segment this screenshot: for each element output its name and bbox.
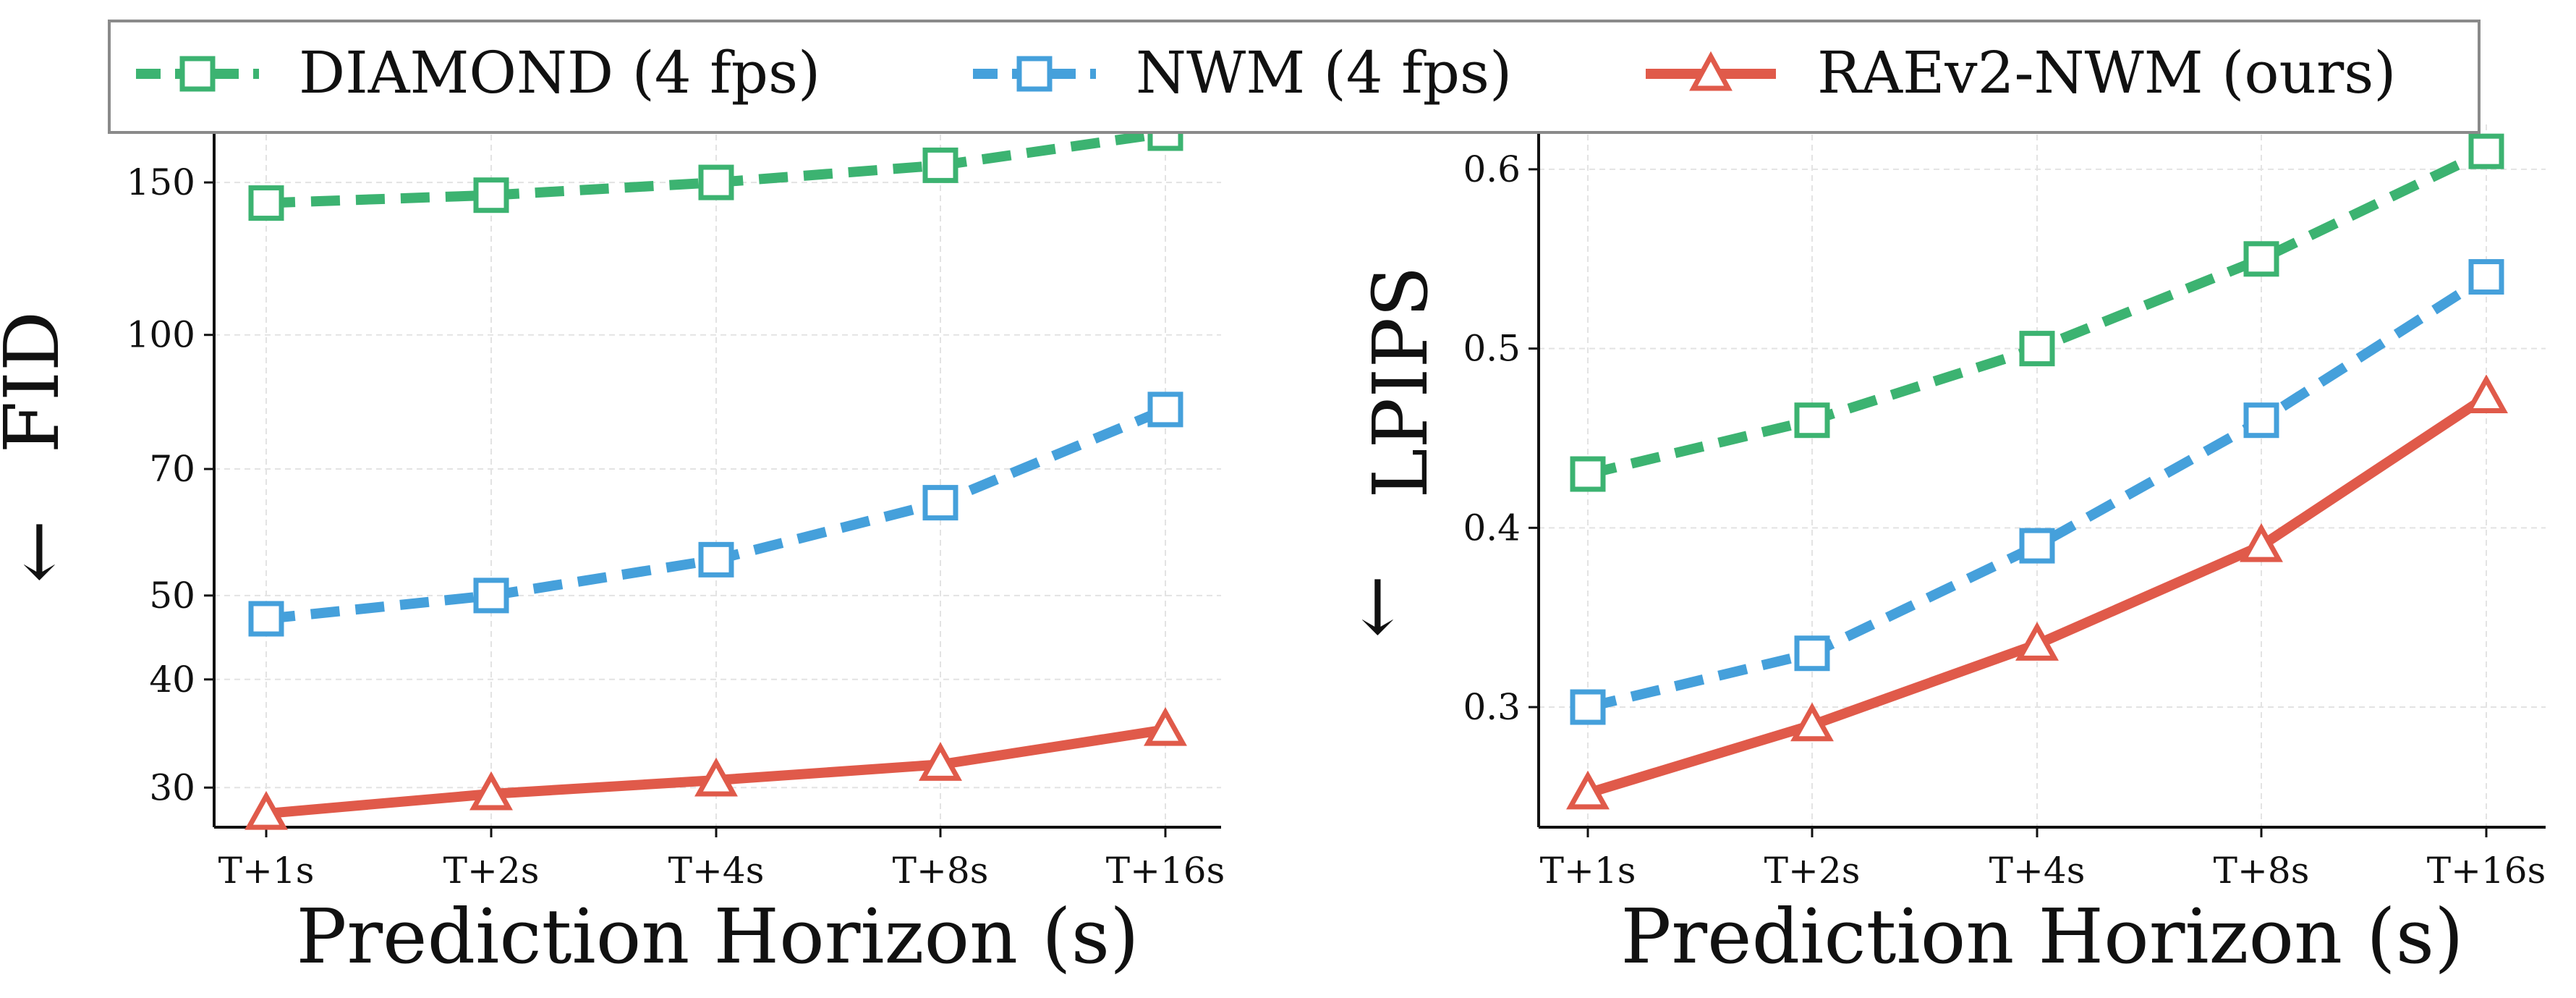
legend-item-nwm: NWM (4 fps) xyxy=(973,39,1512,106)
fid-y-axis-label: FID xyxy=(0,311,76,454)
lpips-data-point-raev2 xyxy=(2240,523,2283,562)
lpips-data-point-diamond xyxy=(1570,456,1606,492)
fid-data-point-nwm xyxy=(1147,392,1183,428)
x-tick-label: T+1s xyxy=(1540,850,1636,892)
lpips-data-point-nwm xyxy=(2019,528,2055,564)
lpips-data-point-diamond xyxy=(1794,402,1830,439)
lpips-series-line-nwm xyxy=(1586,272,2489,712)
fid-data-point-raev2 xyxy=(694,757,738,797)
legend-marker-nwm xyxy=(1016,56,1053,92)
legend-frame xyxy=(108,20,2481,134)
x-tick-label: T+16s xyxy=(2427,850,2546,892)
legend: DIAMOND (4 fps) NWM (4 fps) RAEv2-NWM (o… xyxy=(108,20,2481,134)
lpips-data-point-raev2 xyxy=(2015,622,2059,661)
legend-item-diamond: DIAMOND (4 fps) xyxy=(136,39,820,106)
x-tick-label: T+8s xyxy=(2214,850,2310,892)
fid-data-point-nwm xyxy=(248,601,284,637)
fid-data-point-raev2 xyxy=(1144,706,1187,746)
lpips-data-point-nwm xyxy=(1570,689,1606,725)
y-tick-label: 30 xyxy=(149,766,195,808)
lpips-chart-panel: 0.3 0.4 0.5 0.6 T+1s T+2s T+4s T+8s T+16sPredict… xyxy=(1332,117,2546,981)
fid-data-point-diamond xyxy=(473,177,509,213)
lpips-data-point-nwm xyxy=(2468,259,2504,295)
lpips-data-point-nwm xyxy=(2243,402,2279,439)
fid-data-point-raev2 xyxy=(919,742,962,781)
x-tick-label: T+2s xyxy=(1764,850,1861,892)
fid-lower-is-better-arrow: ← xyxy=(0,520,82,583)
x-tick-label: T+2s xyxy=(443,850,540,892)
x-tick-label: T+8s xyxy=(893,850,989,892)
y-tick-label: 0.5 xyxy=(1463,328,1521,370)
legend-marker-raev2 xyxy=(1689,51,1733,91)
x-tick-label: T+16s xyxy=(1106,850,1225,892)
lpips-lower-is-better-arrow: ← xyxy=(1332,575,1420,638)
legend-label-nwm: NWM (4 fps) xyxy=(1136,39,1512,106)
y-tick-label: 0.6 xyxy=(1463,148,1521,190)
fid-data-point-raev2 xyxy=(469,771,513,811)
fid-data-point-diamond xyxy=(922,147,958,183)
legend-item-raev2: RAEv2-NWM (ours) xyxy=(1646,39,2397,106)
legend-label-raev2: RAEv2-NWM (ours) xyxy=(1817,39,2397,106)
lpips-y-axis-label: LPIPS xyxy=(1356,266,1445,498)
legend-marker-diamond xyxy=(179,56,216,92)
y-tick-label: 50 xyxy=(149,575,195,617)
y-tick-label: 0.4 xyxy=(1463,507,1521,549)
lpips-data-point-diamond xyxy=(2019,331,2055,367)
lpips-data-point-raev2 xyxy=(2465,374,2508,414)
x-tick-label: T+4s xyxy=(1989,850,2086,892)
y-tick-label: 70 xyxy=(149,448,195,490)
y-tick-label: 40 xyxy=(149,659,195,701)
x-tick-label: T+1s xyxy=(218,850,315,892)
fid-data-point-raev2 xyxy=(245,790,288,830)
fid-x-axis-label: Prediction Horizon (s) xyxy=(296,892,1139,981)
y-tick-label: 0.3 xyxy=(1463,686,1521,728)
lpips-data-point-diamond xyxy=(2468,133,2504,169)
lpips-data-point-raev2 xyxy=(1790,702,1834,742)
x-tick-label: T+4s xyxy=(668,850,765,892)
lpips-data-point-diamond xyxy=(2243,241,2279,277)
y-tick-label: 100 xyxy=(127,314,195,356)
fid-chart-panel: 30 40 50 70 100 150 T+1s T+2s T+4s T+8s T+16sPredi… xyxy=(0,115,1225,981)
fid-data-point-nwm xyxy=(922,485,958,521)
fid-data-point-nwm xyxy=(698,541,734,578)
lpips-data-point-raev2 xyxy=(1566,770,1610,810)
fid-data-point-diamond xyxy=(698,164,734,200)
fid-data-point-nwm xyxy=(473,578,509,614)
fid-data-point-diamond xyxy=(248,185,284,221)
legend-label-diamond: DIAMOND (4 fps) xyxy=(299,39,820,106)
y-tick-label: 150 xyxy=(127,161,195,203)
lpips-data-point-nwm xyxy=(1794,635,1830,672)
lpips-x-axis-label: Prediction Horizon (s) xyxy=(1620,892,2463,981)
